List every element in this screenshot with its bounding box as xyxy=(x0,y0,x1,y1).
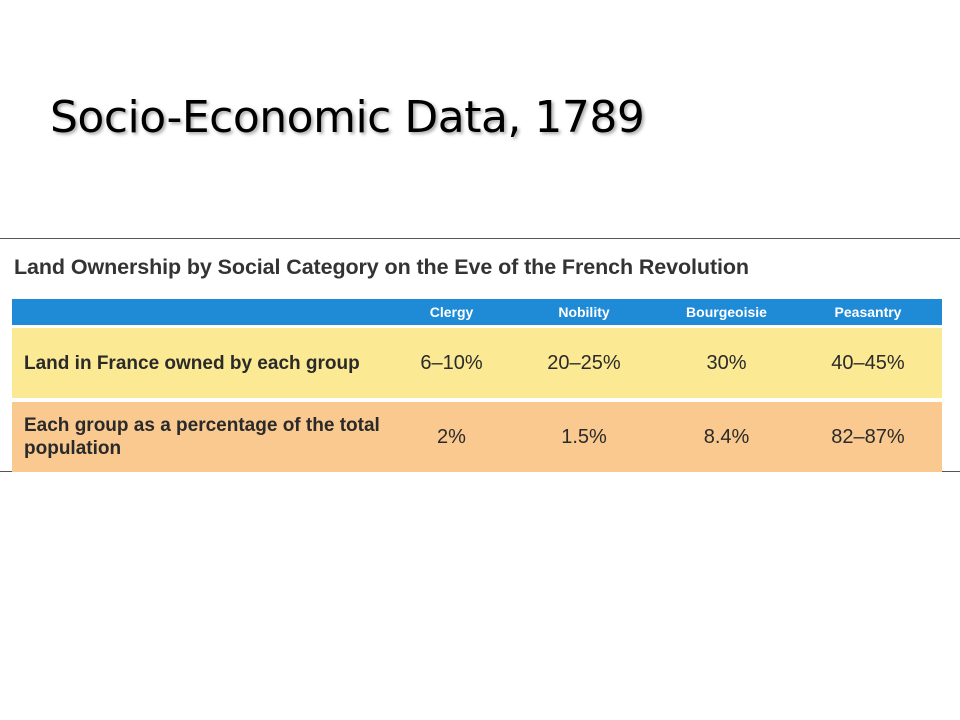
cell-bourgeoisie-land: 30% xyxy=(659,325,794,400)
row-label-population: Each group as a percentage of the total … xyxy=(12,398,394,472)
cell-nobility-population: 1.5% xyxy=(509,398,659,472)
header-cell-peasantry: Peasantry xyxy=(794,299,942,327)
table-figure: Land Ownership by Social Category on the… xyxy=(0,238,960,472)
land-ownership-table: Clergy Nobility Bourgeoisie Peasantry La… xyxy=(12,299,942,472)
cell-peasantry-population: 82–87% xyxy=(794,398,942,472)
slide-title: Socio-Economic Data, 1789 xyxy=(50,92,645,143)
cell-nobility-land: 20–25% xyxy=(509,325,659,400)
table-header-row: Clergy Nobility Bourgeoisie Peasantry xyxy=(12,299,942,327)
header-cell-empty xyxy=(12,299,394,327)
cell-peasantry-land: 40–45% xyxy=(794,325,942,400)
table-row: Each group as a percentage of the total … xyxy=(12,398,942,472)
cell-bourgeoisie-population: 8.4% xyxy=(659,398,794,472)
header-cell-bourgeoisie: Bourgeoisie xyxy=(659,299,794,327)
table-row: Land in France owned by each group 6–10%… xyxy=(12,325,942,400)
cell-clergy-population: 2% xyxy=(394,398,509,472)
header-cell-nobility: Nobility xyxy=(509,299,659,327)
cell-clergy-land: 6–10% xyxy=(394,325,509,400)
header-cell-clergy: Clergy xyxy=(394,299,509,327)
table-caption: Land Ownership by Social Category on the… xyxy=(14,255,749,279)
row-label-land-owned: Land in France owned by each group xyxy=(12,325,394,400)
